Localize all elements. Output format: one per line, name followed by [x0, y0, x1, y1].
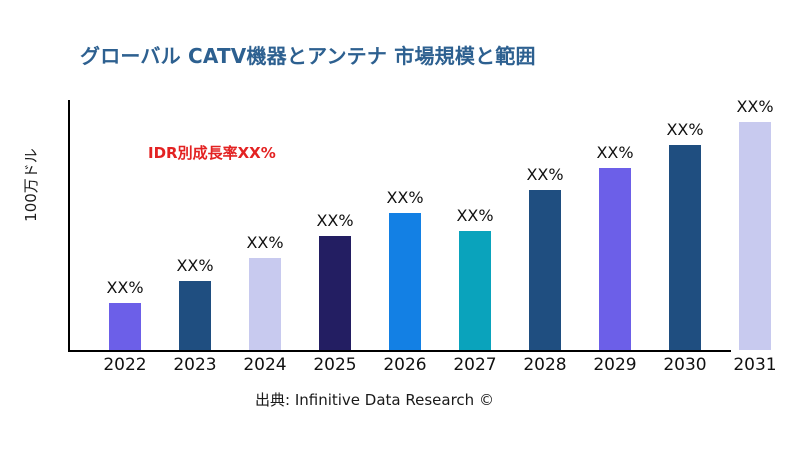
bar-value-label-2022: XX% [106, 278, 144, 297]
x-tick-label-2025: 2025 [313, 355, 357, 375]
bar-2025 [319, 236, 351, 350]
x-tick-label-2026: 2026 [383, 355, 427, 375]
bar-2027 [459, 231, 491, 350]
bar-2031 [739, 122, 771, 350]
bar-value-label-2023: XX% [176, 256, 214, 275]
growth-rate-annotation: IDR別成長率XX% [148, 144, 276, 162]
x-tick-label-2031: 2031 [733, 355, 777, 375]
plot-area: XX% 2022 XX% 2023 XX% 2024 XX% 2025 XX% 2026 XX% 20… [0, 97, 800, 375]
bar-value-label-2026: XX% [386, 188, 424, 207]
bar-2026 [389, 213, 421, 350]
bar-value-label-2029: XX% [596, 143, 634, 162]
x-tick-label-2027: 2027 [453, 355, 497, 375]
bar-2023 [179, 281, 211, 350]
chart-title: グローバル CATV機器とアンテナ 市場規模と範囲 [80, 44, 536, 68]
bar-2030 [669, 145, 701, 350]
x-tick-label-2028: 2028 [523, 355, 567, 375]
source-note: 出典: Infinitive Data Research © [255, 391, 494, 409]
bar-value-label-2030: XX% [666, 120, 704, 139]
bar-2024 [249, 258, 281, 350]
bar-value-label-2028: XX% [526, 165, 564, 184]
bar-value-label-2025: XX% [316, 211, 354, 230]
x-axis-line [68, 350, 731, 352]
x-tick-label-2024: 2024 [243, 355, 287, 375]
x-tick-label-2029: 2029 [593, 355, 637, 375]
bar-2028 [529, 190, 561, 350]
y-axis-line [68, 100, 70, 352]
x-tick-label-2030: 2030 [663, 355, 707, 375]
bar-value-label-2031: XX% [736, 97, 774, 116]
bar-value-label-2027: XX% [456, 206, 494, 225]
bar-2022 [109, 303, 141, 350]
x-tick-label-2023: 2023 [173, 355, 217, 375]
bar-2029 [599, 168, 631, 350]
x-tick-label-2022: 2022 [103, 355, 147, 375]
bar-value-label-2024: XX% [246, 233, 284, 252]
